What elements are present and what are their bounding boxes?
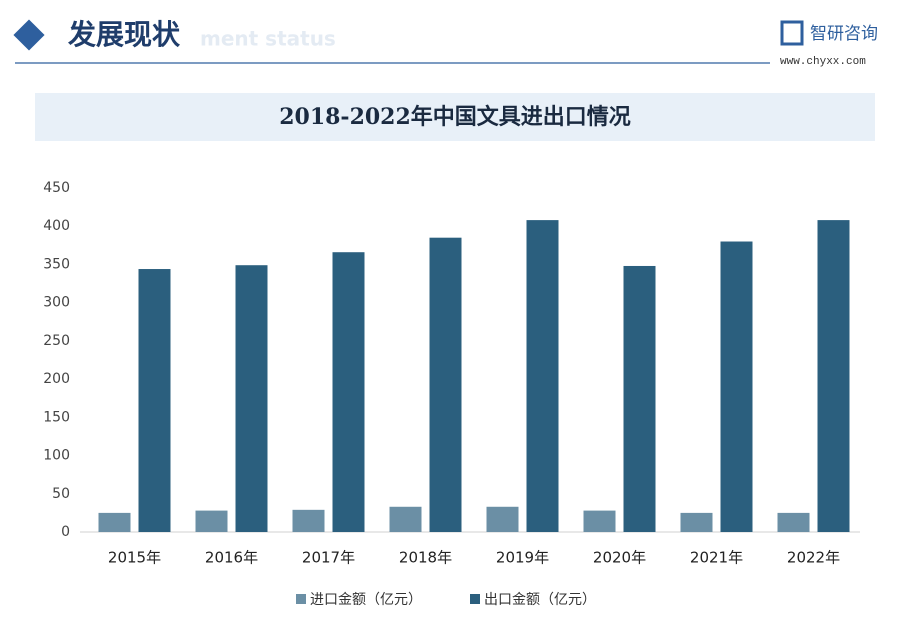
bar <box>720 241 753 532</box>
bar <box>138 269 171 532</box>
brand-website: www.chyxx.com <box>780 56 866 68</box>
bar <box>235 265 268 532</box>
legend-label: 进口金额（亿元） <box>310 592 422 608</box>
x-tick-label: 2015年 <box>108 549 161 567</box>
legend-swatch <box>470 594 480 604</box>
bar <box>777 512 810 532</box>
bar <box>429 237 462 532</box>
bar <box>332 252 365 533</box>
y-tick-label: 100 <box>43 448 70 464</box>
brand-name: 智研咨询 <box>810 24 878 44</box>
x-tick-label: 2019年 <box>496 549 549 567</box>
bar <box>98 512 131 532</box>
bar <box>583 510 616 532</box>
x-tick-label: 2022年 <box>787 549 840 567</box>
bar <box>389 506 422 532</box>
y-tick-label: 400 <box>43 218 70 234</box>
x-tick-label: 2016年 <box>205 549 258 567</box>
y-tick-label: 150 <box>43 409 70 425</box>
y-tick-label: 250 <box>43 333 70 349</box>
bar <box>195 510 228 532</box>
y-tick-label: 0 <box>61 524 70 540</box>
x-tick-label: 2021年 <box>690 549 743 567</box>
legend-swatch <box>296 594 306 604</box>
y-tick-label: 450 <box>43 180 70 196</box>
brand-logo <box>780 20 804 46</box>
title-band <box>35 93 875 141</box>
bar <box>623 265 656 532</box>
header-subtitle: ment status <box>200 27 336 51</box>
bar <box>292 509 325 532</box>
x-tick-label: 2018年 <box>399 549 452 567</box>
x-tick-label: 2020年 <box>593 549 646 567</box>
header-title: 发展现状 <box>67 18 181 51</box>
x-tick-label: 2017年 <box>302 549 355 567</box>
bar <box>817 220 850 532</box>
y-tick-label: 300 <box>43 295 70 311</box>
y-tick-label: 200 <box>43 371 70 387</box>
bar <box>526 220 559 532</box>
bar <box>680 512 713 532</box>
header-diamond <box>13 19 45 51</box>
y-tick-label: 350 <box>43 256 70 272</box>
legend-label: 出口金额（亿元） <box>484 592 596 608</box>
chart-title: 2018-2022年中国文具进出口情况 <box>279 104 631 130</box>
y-tick-label: 50 <box>52 486 70 502</box>
bar <box>486 506 519 532</box>
